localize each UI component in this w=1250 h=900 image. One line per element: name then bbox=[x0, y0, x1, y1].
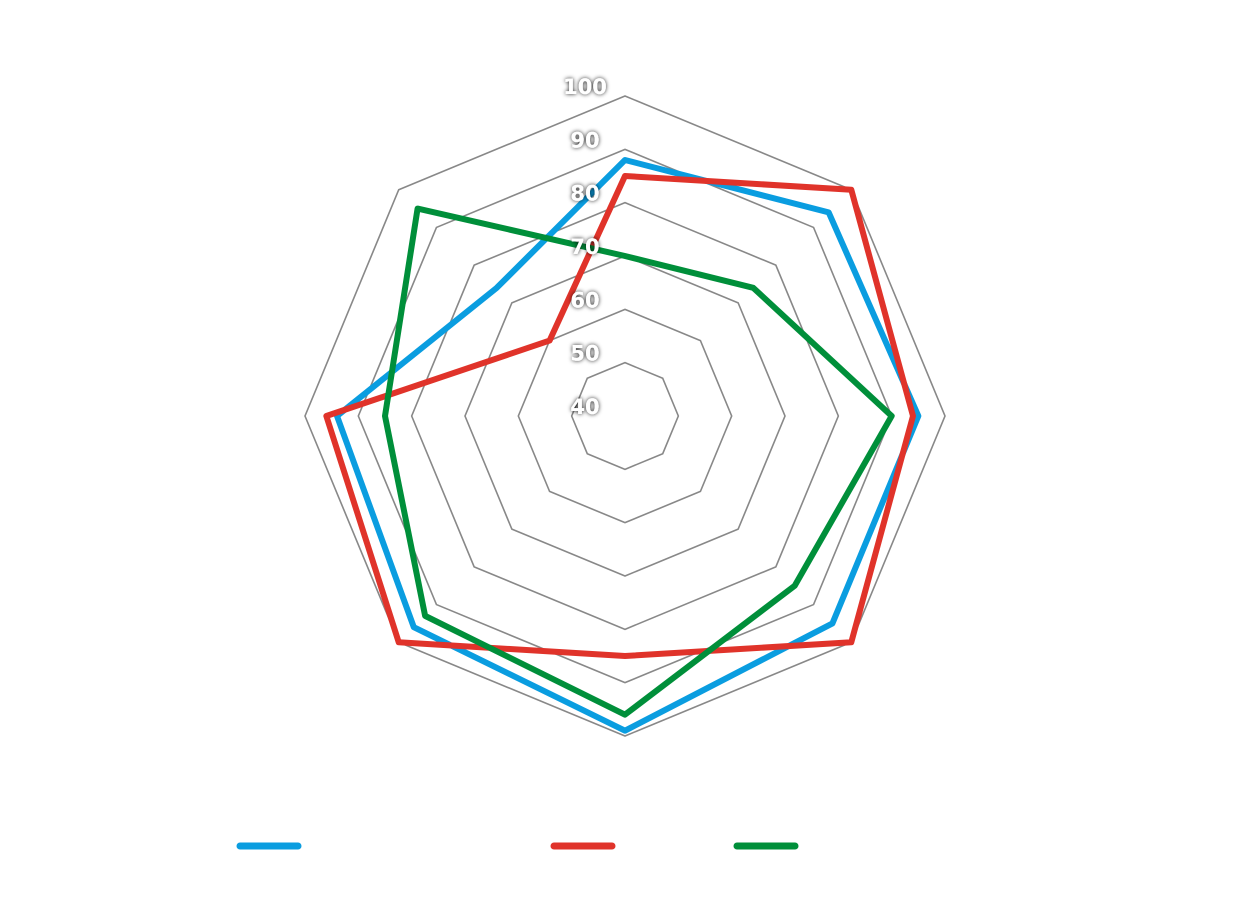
y-tick-label: 70 bbox=[570, 235, 599, 259]
grid-ring bbox=[570, 361, 680, 471]
tick-labels: 40 50 60 70 80 90 100 bbox=[563, 75, 607, 419]
y-tick-label: 40 bbox=[570, 395, 599, 419]
grid-ring bbox=[357, 148, 893, 684]
y-tick-label: 60 bbox=[570, 288, 599, 312]
grid-ring bbox=[304, 95, 946, 737]
series-line bbox=[382, 205, 895, 718]
series-line bbox=[334, 157, 922, 734]
y-tick-label: 50 bbox=[570, 342, 599, 366]
grid-ring bbox=[464, 255, 786, 577]
grid-ring bbox=[517, 308, 733, 524]
grid bbox=[304, 95, 946, 737]
series-line bbox=[323, 173, 916, 659]
grid-ring bbox=[410, 201, 840, 631]
y-tick-label: 80 bbox=[570, 182, 599, 206]
y-tick-label: 90 bbox=[570, 128, 599, 152]
series bbox=[323, 157, 922, 734]
y-tick-label: 100 bbox=[563, 75, 607, 99]
